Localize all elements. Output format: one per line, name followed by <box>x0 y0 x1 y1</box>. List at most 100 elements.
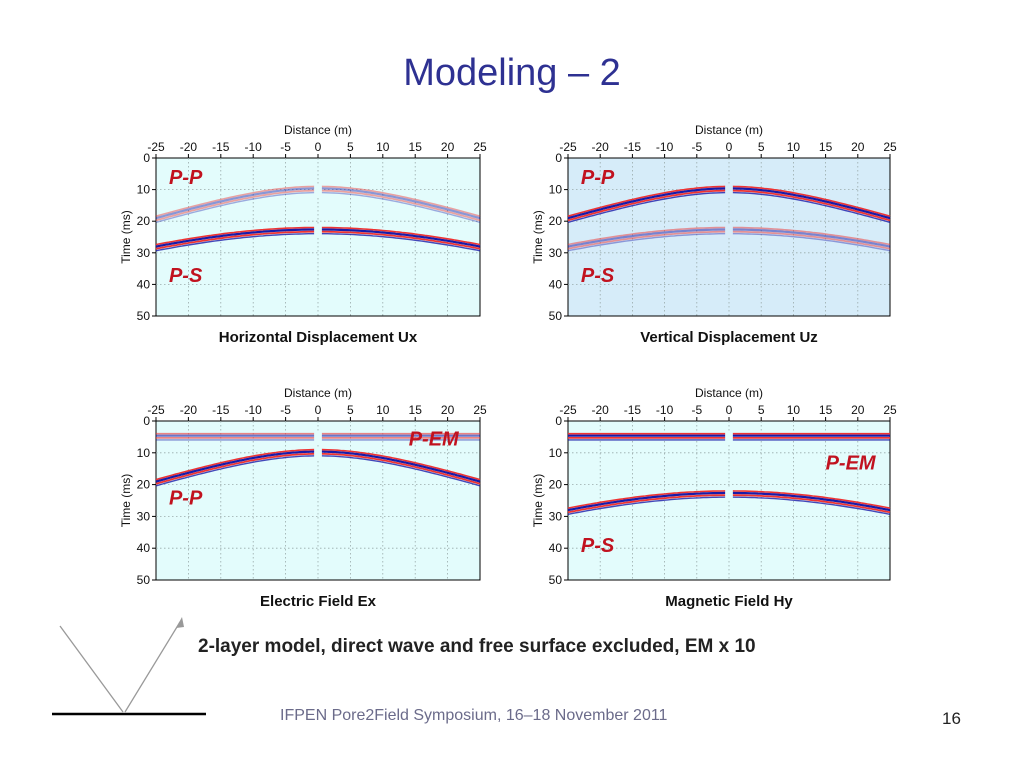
wavelet-series-2 <box>155 224 481 252</box>
x-tick-label: 5 <box>758 403 765 417</box>
y-axis-label: Time (ms) <box>119 474 133 528</box>
apex-gap <box>725 224 733 237</box>
footer-text: IFPEN Pore2Field Symposium, 16–18 Novemb… <box>280 707 668 724</box>
x-tick-label: 10 <box>376 140 390 154</box>
x-tick-label: 15 <box>819 140 833 154</box>
wavelet-series-2 <box>567 488 891 515</box>
x-axis-label: Distance (m) <box>695 123 763 137</box>
apex-gap <box>314 446 322 459</box>
arrow-head <box>176 617 184 628</box>
x-tick-label: 15 <box>409 140 423 154</box>
apex-gap <box>314 183 322 196</box>
wavelet-series-1 <box>568 430 890 443</box>
x-tick-label: 20 <box>851 140 865 154</box>
y-tick-label: 10 <box>137 183 151 197</box>
wave-label: P-S <box>169 265 203 287</box>
chart-title: Magnetic Field Hy <box>665 593 793 610</box>
chart-panel-3: -25 -20 -15 -10 -5 0 5 10 15 20 25 0 10 20 30 40 50 Dista… <box>119 386 487 610</box>
x-tick-label: -5 <box>691 403 702 417</box>
figure-caption: 2-layer model, direct wave and free surf… <box>198 636 756 657</box>
x-tick-label: -20 <box>180 403 198 417</box>
y-tick-label: 50 <box>549 309 563 323</box>
x-tick-label: 5 <box>347 140 354 154</box>
y-axis-label: Time (ms) <box>119 210 133 264</box>
y-tick-label: 0 <box>143 414 150 428</box>
y-axis-label: Time (ms) <box>531 474 545 528</box>
x-tick-label: -10 <box>245 140 263 154</box>
x-tick-label: 5 <box>758 140 765 154</box>
y-tick-label: 50 <box>137 309 151 323</box>
x-tick-label: 0 <box>726 403 733 417</box>
y-tick-label: 50 <box>137 573 151 587</box>
apex-gap <box>314 224 322 237</box>
x-tick-label: 25 <box>473 403 487 417</box>
chart-title: Electric Field Ex <box>260 593 377 610</box>
page-number: 16 <box>942 709 961 728</box>
y-tick-label: 0 <box>555 414 562 428</box>
y-tick-label: 30 <box>137 509 151 523</box>
incident-ray <box>59 625 124 713</box>
reflected-ray <box>124 621 181 713</box>
y-tick-label: 20 <box>137 214 151 228</box>
chart-panel-2: -25 -20 -15 -10 -5 0 5 10 15 20 25 0 10 20 30 40 50 Dista… <box>531 123 897 346</box>
x-tick-label: 20 <box>851 403 865 417</box>
wave-label: P-P <box>581 167 615 189</box>
wavelet-series-2 <box>155 446 481 487</box>
y-tick-label: 20 <box>549 214 563 228</box>
apex-gap <box>725 430 733 443</box>
x-tick-label: 10 <box>787 140 801 154</box>
wave-label: P-S <box>581 265 615 287</box>
x-tick-label: 20 <box>441 140 455 154</box>
wavelet-series-1 <box>567 183 891 224</box>
y-tick-label: 50 <box>549 573 563 587</box>
apex-gap <box>725 488 733 501</box>
x-axis-label: Distance (m) <box>284 123 352 137</box>
y-tick-label: 30 <box>137 246 151 260</box>
x-tick-label: 15 <box>819 403 833 417</box>
x-tick-label: -10 <box>656 403 674 417</box>
x-tick-label: 20 <box>441 403 455 417</box>
y-tick-label: 10 <box>137 446 151 460</box>
wave-label: P-P <box>169 487 203 509</box>
x-tick-label: 10 <box>376 403 390 417</box>
x-tick-label: -5 <box>280 140 291 154</box>
x-tick-label: 5 <box>347 403 354 417</box>
wave-label: P-EM <box>409 428 460 450</box>
x-tick-label: -25 <box>147 403 165 417</box>
wavelet-series-1 <box>156 430 480 443</box>
y-tick-label: 20 <box>549 478 563 492</box>
y-tick-label: 40 <box>137 541 151 555</box>
x-tick-label: 0 <box>315 140 322 154</box>
y-tick-label: 30 <box>549 509 563 523</box>
x-tick-label: -25 <box>559 140 577 154</box>
y-tick-label: 40 <box>549 277 563 291</box>
x-tick-label: -15 <box>212 403 230 417</box>
x-tick-label: -10 <box>656 140 674 154</box>
apex-gap <box>314 430 322 443</box>
x-tick-label: -20 <box>592 140 610 154</box>
x-tick-label: 15 <box>409 403 423 417</box>
x-tick-label: 25 <box>883 140 897 154</box>
y-tick-label: 20 <box>137 478 151 492</box>
x-tick-label: -5 <box>280 403 291 417</box>
wave-label: P-P <box>169 167 203 189</box>
x-tick-label: -20 <box>592 403 610 417</box>
y-tick-label: 30 <box>549 246 563 260</box>
y-tick-label: 0 <box>555 151 562 165</box>
x-tick-label: -25 <box>559 403 577 417</box>
x-tick-label: -20 <box>180 140 198 154</box>
apex-gap <box>725 183 733 196</box>
y-axis-label: Time (ms) <box>531 210 545 264</box>
y-tick-label: 40 <box>137 277 151 291</box>
x-tick-label: 0 <box>726 140 733 154</box>
slide-title: Modeling – 2 <box>403 52 621 94</box>
wavelet-series-1 <box>155 183 481 224</box>
wavelet-series-2 <box>567 224 891 252</box>
y-tick-label: 10 <box>549 183 563 197</box>
x-tick-label: 25 <box>473 140 487 154</box>
x-tick-label: 10 <box>787 403 801 417</box>
y-tick-label: 40 <box>549 541 563 555</box>
x-tick-label: 0 <box>315 403 322 417</box>
x-axis-label: Distance (m) <box>284 386 352 400</box>
x-tick-label: -15 <box>624 403 642 417</box>
